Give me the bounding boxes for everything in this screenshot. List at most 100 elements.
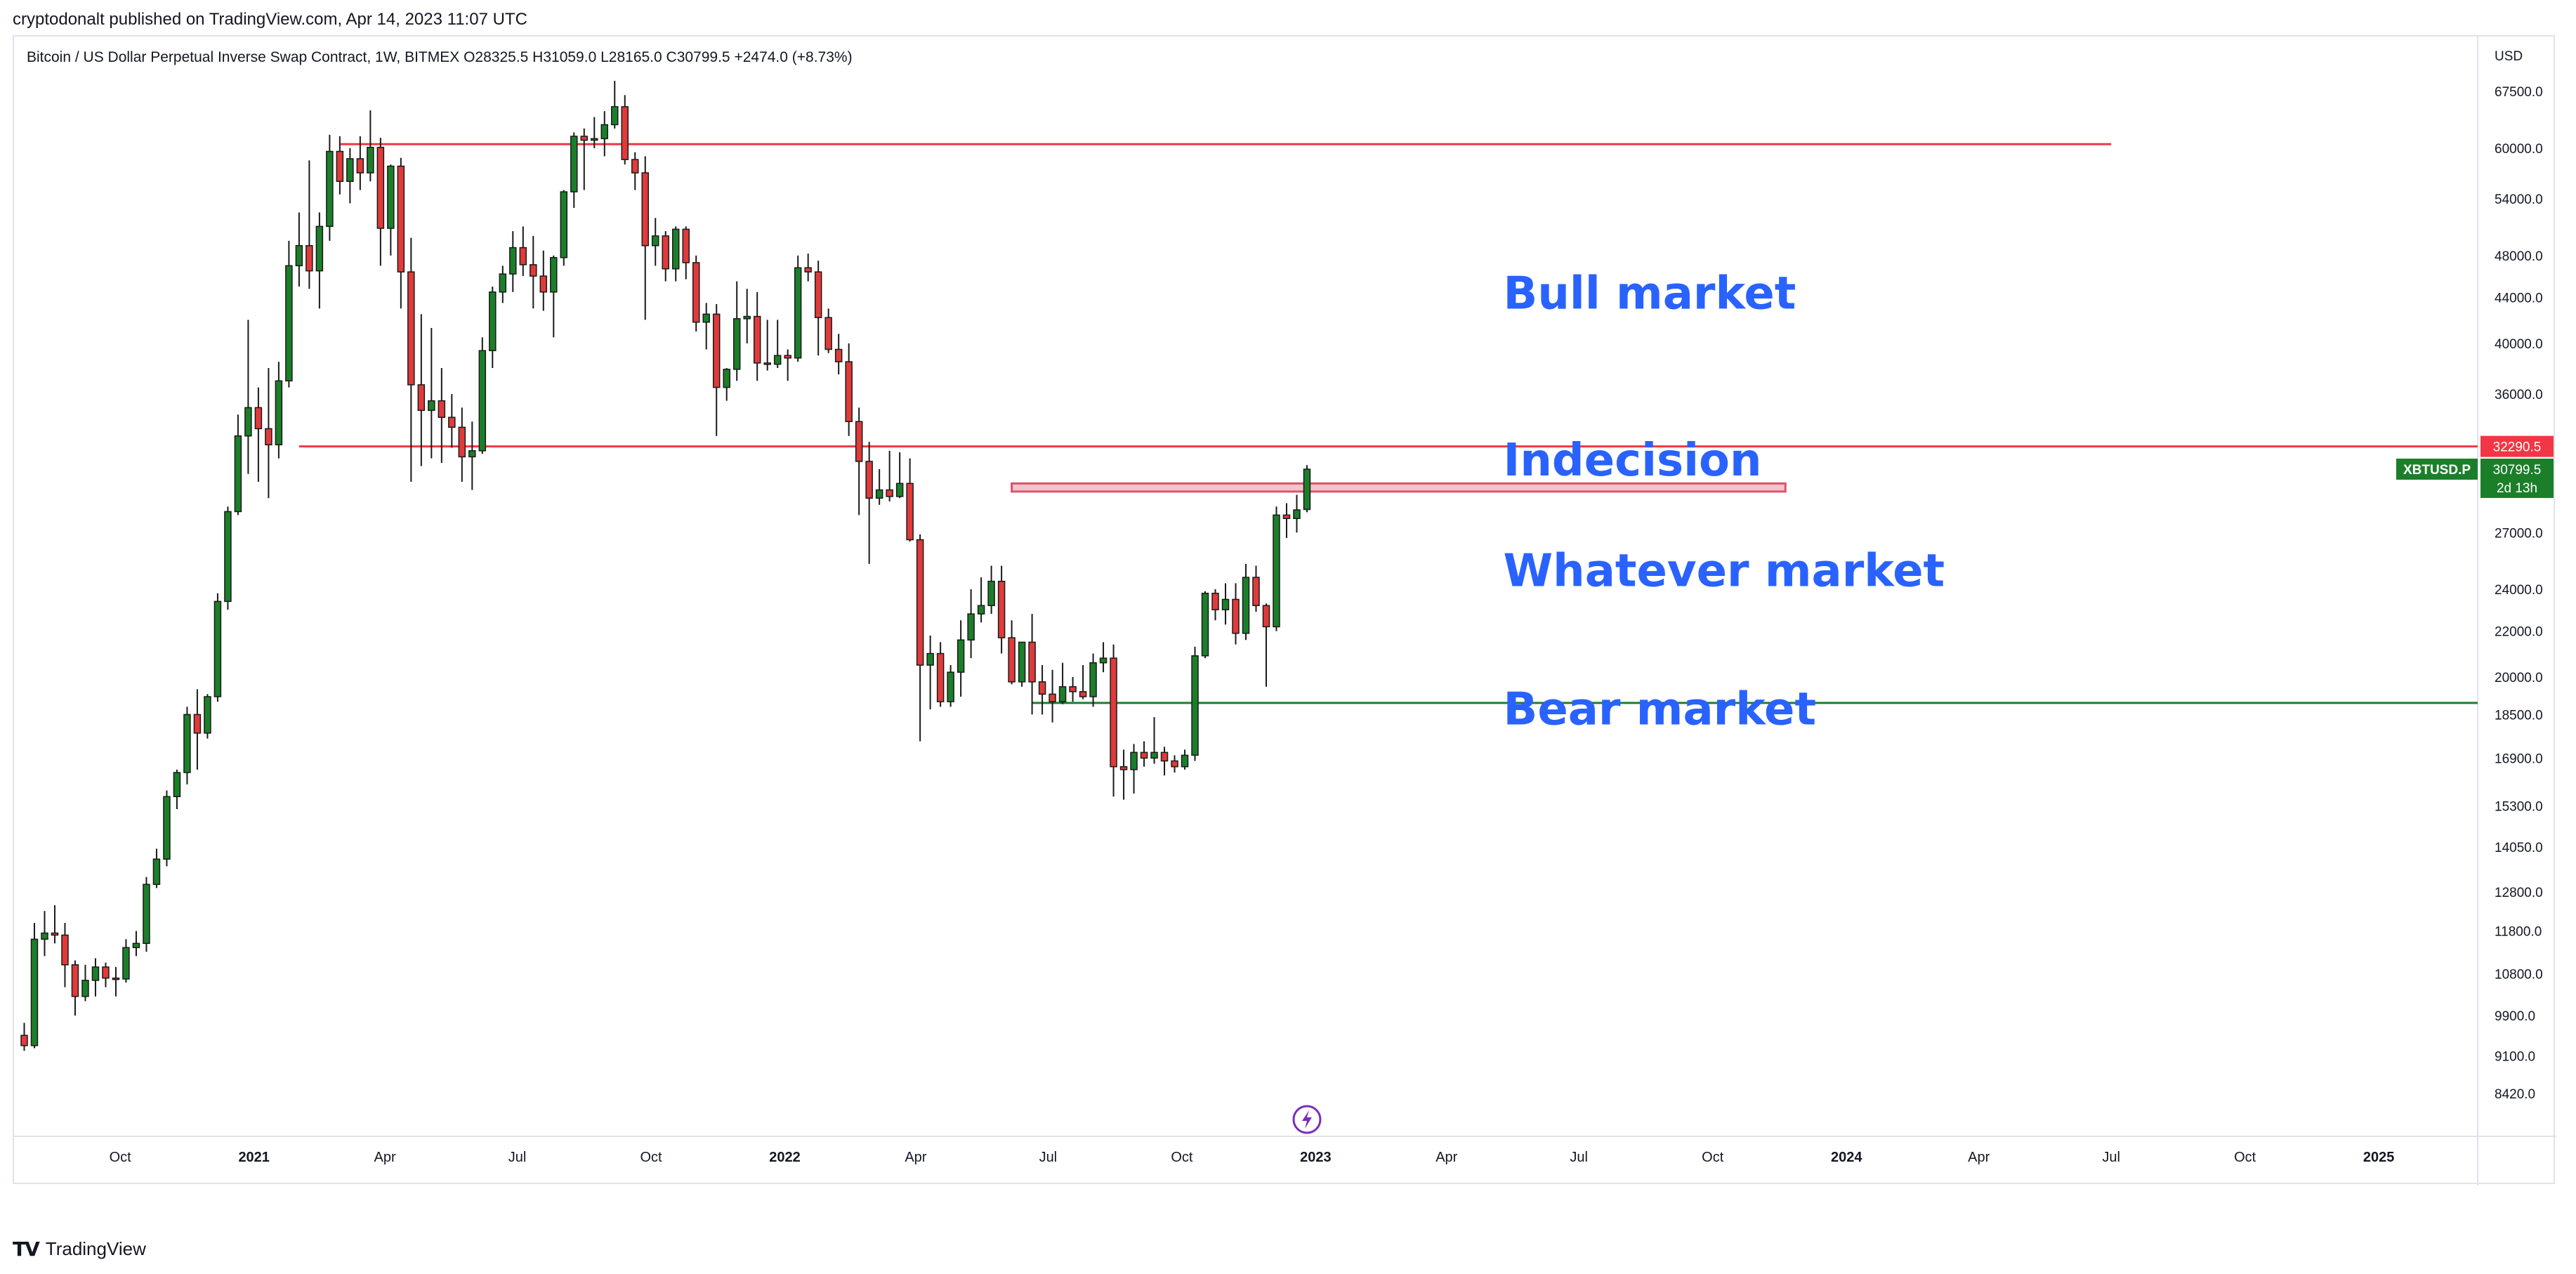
candle-body[interactable] xyxy=(1282,514,1291,520)
candle-body[interactable] xyxy=(346,158,354,183)
candle-body[interactable] xyxy=(91,966,100,981)
candle-body[interactable] xyxy=(1211,592,1219,610)
candle-body[interactable] xyxy=(367,147,374,173)
candle-body[interactable] xyxy=(1018,641,1026,683)
candle-body[interactable] xyxy=(671,228,680,270)
candle-body[interactable] xyxy=(1171,760,1178,768)
candle-body[interactable] xyxy=(51,932,59,936)
candle-body[interactable] xyxy=(967,613,975,641)
chart-panel[interactable]: USD 67500.0 60000.0 54000.0 48000.0 44000.0 40… xyxy=(13,35,2556,1186)
candle-body[interactable] xyxy=(1150,751,1158,759)
candle-body[interactable] xyxy=(865,461,873,499)
candle-body[interactable] xyxy=(591,138,598,141)
candle-body[interactable] xyxy=(855,421,863,462)
candle-body[interactable] xyxy=(193,714,202,734)
candle-body[interactable] xyxy=(814,271,822,318)
candle-body[interactable] xyxy=(1119,766,1128,770)
candle-body[interactable] xyxy=(712,313,721,388)
candle-body[interactable] xyxy=(315,225,324,272)
candle-body[interactable] xyxy=(1273,514,1280,628)
candle-body[interactable] xyxy=(682,228,690,263)
candle-body[interactable] xyxy=(224,511,232,603)
candle-body[interactable] xyxy=(530,264,537,277)
candle-body[interactable] xyxy=(1130,751,1138,770)
candle-body[interactable] xyxy=(204,696,211,734)
candle-body[interactable] xyxy=(997,580,1006,638)
candle-body[interactable] xyxy=(957,639,965,673)
candle-body[interactable] xyxy=(438,400,446,418)
candle-body[interactable] xyxy=(804,267,812,272)
candle-body[interactable] xyxy=(143,884,150,945)
candle-body[interactable] xyxy=(570,136,578,192)
candle-body[interactable] xyxy=(305,245,313,272)
candle-body[interactable] xyxy=(122,947,130,980)
candle-body[interactable] xyxy=(550,257,558,293)
candle-body[interactable] xyxy=(213,600,222,697)
candle-body[interactable] xyxy=(30,938,39,1046)
candle-body[interactable] xyxy=(1181,754,1189,768)
candle-body[interactable] xyxy=(244,407,252,437)
candle-body[interactable] xyxy=(417,384,426,412)
candle-body[interactable] xyxy=(834,348,843,362)
candle-body[interactable] xyxy=(489,291,497,351)
candle-body[interactable] xyxy=(81,980,89,997)
candle-body[interactable] xyxy=(977,605,985,615)
candle-body[interactable] xyxy=(509,247,517,275)
candle-body[interactable] xyxy=(1028,641,1036,683)
candle-body[interactable] xyxy=(254,407,263,430)
candle-body[interactable] xyxy=(71,964,79,997)
candle-body[interactable] xyxy=(478,350,487,452)
candle-body[interactable] xyxy=(580,136,589,141)
candle-body[interactable] xyxy=(631,159,639,173)
candle-body[interactable] xyxy=(61,934,69,966)
candle-body[interactable] xyxy=(1079,691,1087,697)
candle-body[interactable] xyxy=(936,652,945,702)
candle-body[interactable] xyxy=(773,355,782,365)
candle-body[interactable] xyxy=(336,150,344,183)
candle-body[interactable] xyxy=(1110,657,1117,768)
candle-body[interactable] xyxy=(102,966,110,979)
candle-body[interactable] xyxy=(1303,468,1311,511)
candle-body[interactable] xyxy=(560,191,568,258)
candle-body[interactable] xyxy=(895,482,904,497)
candlestick-chart[interactable]: USD 67500.0 60000.0 54000.0 48000.0 44000.0 40… xyxy=(14,37,2556,1186)
candle-body[interactable] xyxy=(519,247,527,265)
candle-body[interactable] xyxy=(173,772,181,798)
candle-body[interactable] xyxy=(845,361,853,423)
candle-body[interactable] xyxy=(468,450,476,458)
candle-body[interactable] xyxy=(376,147,385,229)
candle-body[interactable] xyxy=(41,932,48,940)
candle-body[interactable] xyxy=(662,235,669,270)
candle-body[interactable] xyxy=(926,652,934,666)
candle-body[interactable] xyxy=(743,315,751,320)
candle-body[interactable] xyxy=(621,106,629,160)
candle-body[interactable] xyxy=(763,362,771,365)
candle-body[interactable] xyxy=(1252,577,1260,606)
candle-body[interactable] xyxy=(152,858,161,885)
candle-body[interactable] xyxy=(163,796,171,860)
candle-body[interactable] xyxy=(387,165,395,229)
candle-body[interactable] xyxy=(641,172,649,247)
candle-body[interactable] xyxy=(234,435,242,513)
candle-body[interactable] xyxy=(1232,598,1240,634)
candle-body[interactable] xyxy=(916,539,924,666)
candle-body[interactable] xyxy=(651,235,659,247)
candle-body[interactable] xyxy=(499,273,507,293)
candle-body[interactable] xyxy=(753,315,761,364)
candle-body[interactable] xyxy=(1221,598,1230,610)
candle-body[interactable] xyxy=(702,313,710,323)
candle-body[interactable] xyxy=(1262,605,1270,628)
candle-body[interactable] xyxy=(448,416,456,428)
candle-body[interactable] xyxy=(285,265,293,382)
candle-body[interactable] xyxy=(183,714,191,773)
candle-body[interactable] xyxy=(1191,655,1199,756)
candle-body[interactable] xyxy=(428,400,435,412)
candle-body[interactable] xyxy=(1038,681,1046,695)
candle-body[interactable] xyxy=(784,355,791,359)
candle-body[interactable] xyxy=(458,426,466,458)
candle-body[interactable] xyxy=(987,580,995,606)
candle-body[interactable] xyxy=(611,106,619,126)
candle-body[interactable] xyxy=(875,489,883,499)
candle-body[interactable] xyxy=(692,262,700,323)
candle-body[interactable] xyxy=(1242,577,1250,634)
